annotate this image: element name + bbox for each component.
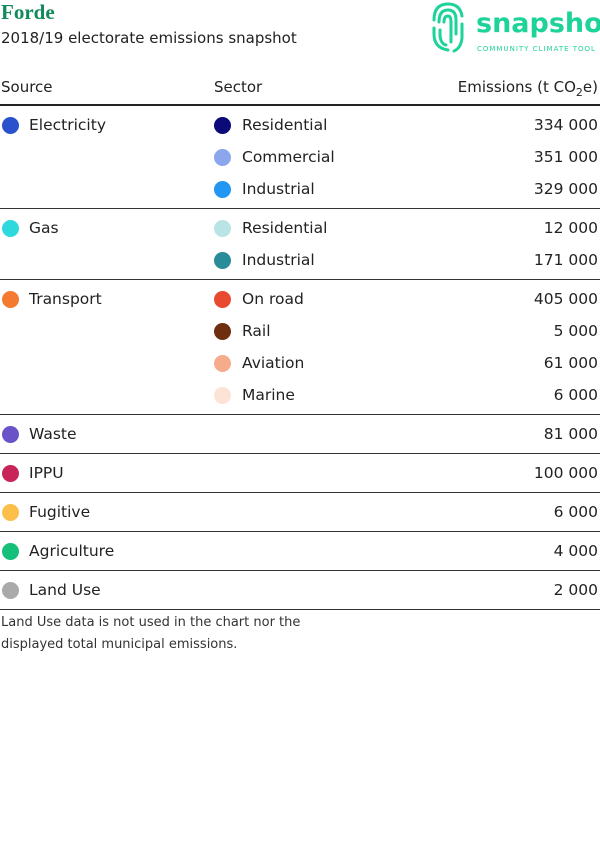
source-group: Transport On road 405 000 Rail 5 000 Aviation… bbox=[0, 280, 600, 415]
footnote: Land Use data is not used in the chart n… bbox=[1, 615, 301, 652]
emissions-value: 329 000 bbox=[533, 180, 598, 198]
sector-swatch bbox=[214, 291, 231, 308]
sector-label: Commercial bbox=[242, 148, 335, 166]
table-row: Land Use 2 000 bbox=[0, 574, 600, 606]
table-row: Commercial 351 000 bbox=[0, 141, 600, 173]
source-swatch bbox=[2, 465, 19, 482]
emissions-value: 6 000 bbox=[553, 503, 598, 521]
table-row: Transport On road 405 000 bbox=[0, 283, 600, 315]
source-swatch bbox=[2, 504, 19, 521]
sector-swatch bbox=[214, 252, 231, 269]
source-swatch bbox=[2, 220, 19, 237]
header-text: e) bbox=[582, 78, 598, 96]
column-header: Emissions (t CO2e) bbox=[458, 78, 598, 99]
emissions-value: 5 000 bbox=[553, 322, 598, 340]
emissions-value: 61 000 bbox=[543, 354, 598, 372]
sector-swatch bbox=[214, 181, 231, 198]
sector-label: Residential bbox=[242, 116, 328, 134]
table-row: Marine 6 000 bbox=[0, 379, 600, 411]
source-group: Land Use 2 000 bbox=[0, 571, 600, 610]
table-row: Fugitive 6 000 bbox=[0, 496, 600, 528]
table-row: Electricity Residential 334 000 bbox=[0, 109, 600, 141]
source-swatch bbox=[2, 426, 19, 443]
source-swatch bbox=[2, 582, 19, 599]
logo-text: snapshot bbox=[476, 8, 600, 39]
sector-swatch bbox=[214, 323, 231, 340]
source-label: Gas bbox=[29, 219, 59, 237]
source-swatch bbox=[2, 291, 19, 308]
source-label: Electricity bbox=[29, 116, 106, 134]
sector-label: Industrial bbox=[242, 251, 315, 269]
source-label: Waste bbox=[29, 425, 77, 443]
emissions-value: 4 000 bbox=[553, 542, 598, 560]
source-label: Transport bbox=[29, 290, 102, 308]
table-row: Gas Residential 12 000 bbox=[0, 212, 600, 244]
source-label: Agriculture bbox=[29, 542, 115, 560]
table-row: Rail 5 000 bbox=[0, 315, 600, 347]
source-swatch bbox=[2, 543, 19, 560]
sector-label: Marine bbox=[242, 386, 295, 404]
emissions-value: 405 000 bbox=[533, 290, 598, 308]
sector-swatch bbox=[214, 149, 231, 166]
source-label: Fugitive bbox=[29, 503, 91, 521]
sector-label: On road bbox=[242, 290, 304, 308]
table-row: Industrial 329 000 bbox=[0, 173, 600, 205]
table-header: Source Sector Emissions (t CO2e) bbox=[0, 76, 600, 106]
table-row: Aviation 61 000 bbox=[0, 347, 600, 379]
table-row: Agriculture 4 000 bbox=[0, 535, 600, 567]
emissions-value: 351 000 bbox=[533, 148, 598, 166]
table-row: Industrial 171 000 bbox=[0, 244, 600, 276]
sector-label: Industrial bbox=[242, 180, 315, 198]
emissions-value: 6 000 bbox=[553, 386, 598, 404]
emissions-value: 12 000 bbox=[543, 219, 598, 237]
header-text: Emissions (t CO bbox=[457, 78, 576, 96]
emissions-value: 100 000 bbox=[533, 464, 598, 482]
title: Forde bbox=[1, 0, 55, 24]
emissions-value: 81 000 bbox=[543, 425, 598, 443]
column-header: Sector bbox=[214, 78, 263, 96]
source-swatch bbox=[2, 117, 19, 134]
source-group: IPPU 100 000 bbox=[0, 454, 600, 493]
emissions-value: 2 000 bbox=[553, 581, 598, 599]
source-label: IPPU bbox=[29, 464, 64, 482]
source-group: Electricity Residential 334 000 Commercial 3… bbox=[0, 106, 600, 209]
sector-label: Rail bbox=[242, 322, 271, 340]
sector-swatch bbox=[214, 117, 231, 134]
column-header: Source bbox=[1, 78, 53, 96]
header-subscript: 2 bbox=[575, 86, 583, 99]
table-row: Waste 81 000 bbox=[0, 418, 600, 450]
table-body: Electricity Residential 334 000 Commercial 3… bbox=[0, 106, 600, 610]
source-group: Gas Residential 12 000 Industrial 171 000 bbox=[0, 209, 600, 280]
sector-swatch bbox=[214, 355, 231, 372]
sector-label: Aviation bbox=[242, 354, 305, 372]
emissions-value: 171 000 bbox=[533, 251, 598, 269]
sector-swatch bbox=[214, 220, 231, 237]
subtitle: 2018/19 electorate emissions snapshot bbox=[1, 29, 297, 47]
source-group: Waste 81 000 bbox=[0, 415, 600, 454]
sector-swatch bbox=[214, 387, 231, 404]
table-row: IPPU 100 000 bbox=[0, 457, 600, 489]
logo-icon bbox=[432, 2, 464, 53]
source-group: Fugitive 6 000 bbox=[0, 493, 600, 532]
logo-tagline: COMMUNITY CLIMATE TOOL bbox=[477, 45, 596, 53]
source-group: Agriculture 4 000 bbox=[0, 532, 600, 571]
source-label: Land Use bbox=[29, 581, 101, 599]
emissions-value: 334 000 bbox=[533, 116, 598, 134]
sector-label: Residential bbox=[242, 219, 328, 237]
logo: snapshot COMMUNITY CLIMATE TOOL bbox=[432, 2, 600, 53]
